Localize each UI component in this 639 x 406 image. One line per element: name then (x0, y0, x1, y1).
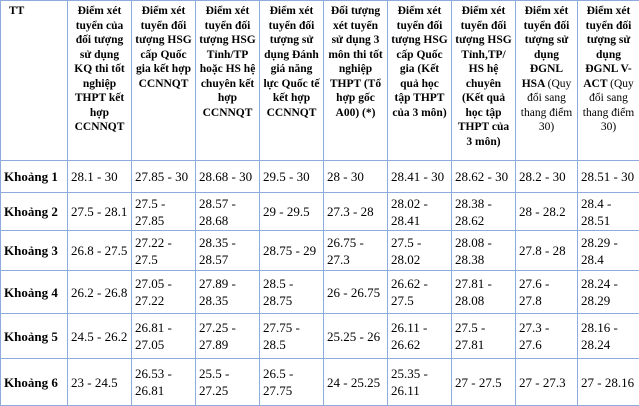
row-label: Khoảng 1 (1, 161, 68, 193)
score-range: 27.89 - 28.35 (196, 271, 260, 314)
score-range: 28 - 30 (324, 161, 388, 193)
header-cell: Điểm xét tuyển của đối tượng sử dụng KQ … (68, 1, 132, 161)
row-label: Khoảng 2 (1, 193, 68, 231)
row-label: Khoảng 4 (1, 271, 68, 314)
score-range: 28.41 - 30 (388, 161, 452, 193)
score-range: 27 - 28.16 (578, 359, 639, 406)
score-range: 27.81 - 28.08 (452, 271, 516, 314)
header-title: Điểm xét tuyển đối tượng HSG cấp Quốc gi… (135, 5, 191, 90)
score-range: 24 - 25.25 (324, 359, 388, 406)
header-title: TT (9, 5, 24, 17)
score-range: 27.6 - 27.8 (516, 271, 578, 314)
header-cell: Điểm xét tuyển đối tượng HSG cấp Quốc gi… (132, 1, 196, 161)
score-range: 28.38 - 28.62 (452, 193, 516, 231)
score-range: 28.24 - 28.29 (578, 271, 639, 314)
score-range: 28 - 28.2 (516, 193, 578, 231)
score-range: 27.5 - 27.85 (132, 193, 196, 231)
header-cell: Điểm xét tuyển đối tượng HSG cấp Quốc gi… (388, 1, 452, 161)
score-range: 26 - 26.75 (324, 271, 388, 314)
header-title: Điểm xét tuyển đối tượng HSG Tỉnh/TP hoặ… (199, 5, 255, 119)
score-range: 27.25 - 27.89 (196, 314, 260, 359)
score-range: 28.35 - 28.57 (196, 231, 260, 271)
score-range: 28.57 - 28.68 (196, 193, 260, 231)
score-range: 27.5 - 27.81 (452, 314, 516, 359)
score-range: 27.75 - 28.5 (260, 314, 324, 359)
header-title: Điểm xét tuyển của đối tượng sử dụng KQ … (74, 5, 124, 133)
score-range: 26.11 - 26.62 (388, 314, 452, 359)
header-title: Điểm xét tuyển đối tượng sử dụng Đánh gi… (263, 5, 319, 119)
score-range: 27.3 - 27.6 (516, 314, 578, 359)
score-range: 23 - 24.5 (68, 359, 132, 406)
score-range: 27.05 - 27.22 (132, 271, 196, 314)
score-range: 25.5 - 27.25 (196, 359, 260, 406)
score-range: 26.53 - 26.81 (132, 359, 196, 406)
row-label: Khoảng 6 (1, 359, 68, 406)
score-range: 26.75 - 27.3 (324, 231, 388, 271)
header-title: Điểm xét tuyển đối tượng HSG Tỉnh,TP/ HS… (455, 5, 511, 148)
score-range: 24.5 - 26.2 (68, 314, 132, 359)
score-range: 27.22 - 27.5 (132, 231, 196, 271)
header-cell: Điểm xét tuyển đối tượng sử dụng ĐGNL V-… (578, 1, 639, 161)
score-range: 28.02 - 28.41 (388, 193, 452, 231)
score-range: 28.5 - 28.75 (260, 271, 324, 314)
score-range: 27.5 - 28.1 (68, 193, 132, 231)
score-range: 27 - 27.5 (452, 359, 516, 406)
score-range: 27 - 27.3 (516, 359, 578, 406)
score-range: 25.25 - 26 (324, 314, 388, 359)
row-label: Khoảng 5 (1, 314, 68, 359)
header-title: Đối tượng xét tuyển sử dụng 3 môn thi tố… (328, 5, 382, 119)
score-range: 29.5 - 30 (260, 161, 324, 193)
score-range: 26.2 - 26.8 (68, 271, 132, 314)
score-range: 26.81 - 27.05 (132, 314, 196, 359)
score-range: 26.5 - 27.75 (260, 359, 324, 406)
header-cell: Điểm xét tuyển đối tượng HSG Tỉnh,TP/ HS… (452, 1, 516, 161)
score-range: 29 - 29.5 (260, 193, 324, 231)
header-row: TT Điểm xét tuyển của đối tượng sử dụng K… (1, 1, 639, 161)
score-range: 28.1 - 30 (68, 161, 132, 193)
score-range: 27.85 - 30 (132, 161, 196, 193)
score-range: 28.62 - 30 (452, 161, 516, 193)
score-range: 28.75 - 29 (260, 231, 324, 271)
header-cell: Điểm xét tuyển đối tượng HSG Tỉnh/TP hoặ… (196, 1, 260, 161)
score-range: 28.2 - 30 (516, 161, 578, 193)
score-range: 28.68 - 30 (196, 161, 260, 193)
header-title: Điểm xét tuyển đối tượng HSG cấp Quốc gi… (391, 5, 447, 119)
header-cell: Điểm xét tuyển đối tượng sử dụng Đánh gi… (260, 1, 324, 161)
score-range: 27.8 - 28 (516, 231, 578, 271)
header-cell: Điểm xét tuyển đối tượng sử dụng ĐGNL HS… (516, 1, 578, 161)
header-cell: Đối tượng xét tuyển sử dụng 3 môn thi tố… (324, 1, 388, 161)
score-range: 28.4 - 28.51 (578, 193, 639, 231)
score-range: 28.51 - 30 (578, 161, 639, 193)
row-label: Khoảng 3 (1, 231, 68, 271)
score-range: 28.08 - 28.38 (452, 231, 516, 271)
score-range: 26.8 - 27.5 (68, 231, 132, 271)
score-range: 27.3 - 28 (324, 193, 388, 231)
score-range: 28.16 - 28.24 (578, 314, 639, 359)
score-range: 27.5 - 28.02 (388, 231, 452, 271)
score-range: 25.35 - 26.11 (388, 359, 452, 406)
score-range: 28.29 - 28.4 (578, 231, 639, 271)
score-range: 26.62 - 27.5 (388, 271, 452, 314)
header-cell: TT (1, 1, 68, 161)
